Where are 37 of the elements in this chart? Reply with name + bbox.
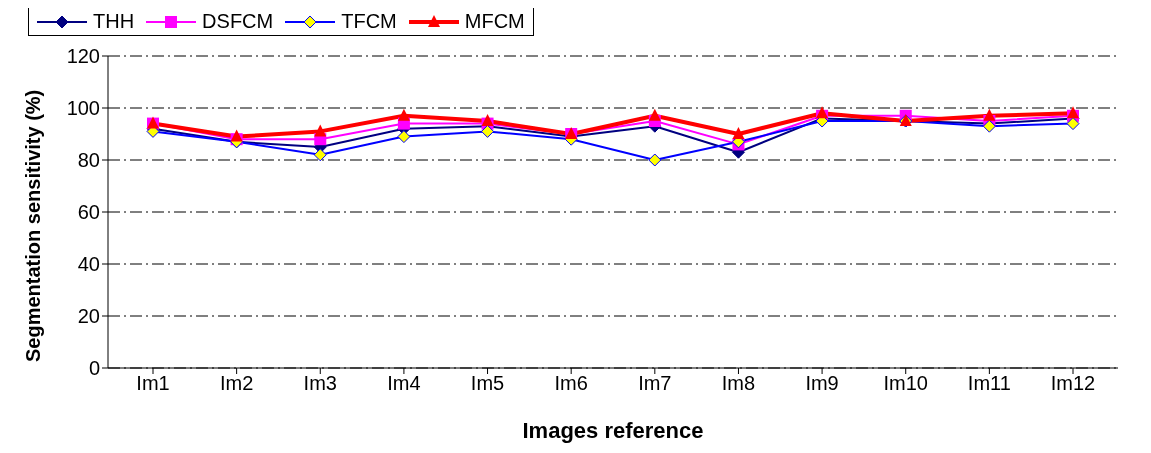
x-tick-label: Im2	[219, 372, 254, 395]
x-tick-label: Im6	[554, 372, 588, 395]
x-tick-label: Im4	[387, 372, 421, 395]
legend-label: THH	[92, 10, 135, 33]
y-tick-label: 0	[88, 357, 100, 380]
x-tick-label: Im5	[470, 372, 505, 395]
y-tick-label: 120	[66, 45, 100, 68]
x-tick-label: Im7	[638, 372, 672, 395]
point	[732, 127, 745, 139]
legend-label: MFCM	[463, 10, 525, 33]
point	[648, 108, 661, 121]
x-tick-label: Im10	[883, 372, 928, 395]
x-tick-label: Im11	[967, 372, 1011, 395]
point	[397, 130, 411, 144]
point	[397, 108, 410, 121]
point	[481, 124, 495, 138]
point	[230, 129, 243, 142]
y-tick-label: 100	[66, 97, 100, 120]
point	[648, 153, 662, 167]
y-tick-label: 80	[77, 149, 100, 172]
x-tick-label: Im12	[1050, 372, 1096, 395]
y-tick-label: 20	[77, 305, 100, 328]
y-tick-label: 60	[77, 201, 100, 224]
legend-label: TFCM	[340, 10, 397, 33]
x-tick-label: Im3	[303, 372, 337, 395]
point	[314, 124, 327, 137]
x-tick-label: Im9	[805, 372, 839, 395]
point	[313, 148, 327, 162]
point	[481, 114, 494, 126]
x-axis-title: Images reference	[522, 418, 704, 443]
x-tick-label: Im1	[136, 372, 170, 395]
point	[1066, 117, 1080, 131]
point	[983, 108, 996, 121]
x-tick-label: Im8	[721, 372, 756, 395]
y-tick-label: 40	[77, 253, 100, 276]
legend-label: DSFCM	[201, 10, 274, 33]
y-axis-title: Segmentation sensitivity (%)	[22, 89, 45, 362]
